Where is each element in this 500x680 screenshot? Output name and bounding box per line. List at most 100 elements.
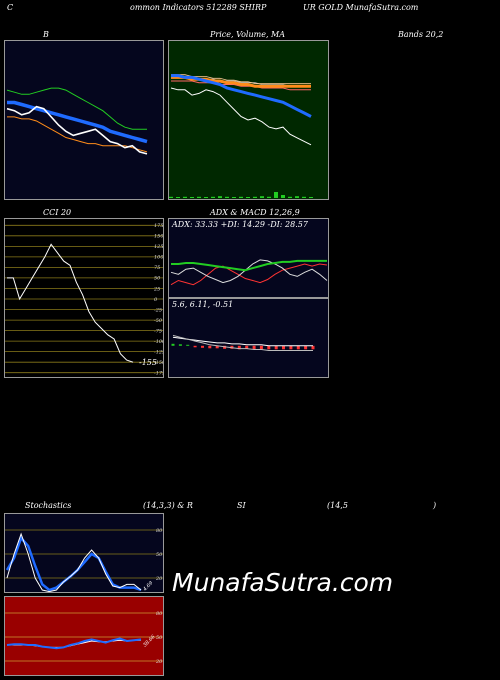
macd-histogram-bar [311, 345, 315, 350]
rsi-params-close: ) [433, 501, 437, 510]
upper-band-line [6, 87, 147, 130]
volume-bar [288, 196, 292, 198]
macd-histogram-bar [171, 343, 175, 346]
macd-histogram-bar [296, 345, 300, 350]
volume-bar [190, 197, 194, 198]
stochastics-panel: 80 50 20 4.69 [4, 513, 164, 593]
volume-bar [232, 197, 236, 198]
adx-chart [170, 259, 328, 286]
macd-histogram-bar [267, 345, 271, 350]
cci-tick-label: 50 [154, 276, 161, 282]
macd-histogram-bar [282, 345, 285, 350]
macd-readout: 5.6, 6.11, -0.51 [172, 300, 234, 309]
rsi-panel: 80 50 20 38.66 [4, 596, 164, 676]
bands-title: Bands 20,2 [398, 30, 444, 39]
volume-bar [218, 196, 222, 198]
rsi-tick-label: 50 [156, 635, 163, 641]
volume-bar [169, 196, 173, 198]
adx-line [171, 259, 327, 272]
cci-line [7, 243, 134, 363]
macd-histogram-bar [304, 345, 308, 350]
price-line [6, 105, 148, 155]
macd-histogram-bar [215, 345, 219, 349]
volume-bar [246, 197, 250, 198]
adx-panel: ADX: 33.33 +DI: 14.29 -DI: 28.57 [168, 218, 329, 298]
chart-header-left: C [7, 3, 14, 12]
macd-histogram-bar [274, 345, 278, 350]
cci-title: CCI 20 [43, 208, 72, 217]
cci-tick-label: 0 [154, 297, 158, 303]
macd-histogram-bar [245, 345, 249, 349]
price-ma-chart [169, 74, 313, 198]
stoch-last-value: 4.69 [141, 580, 154, 593]
cci-chart: 175 150 125 100 75 50 25 0 -25 -50 -75 -100 -125 -150… [5, 223, 164, 377]
adx-readout: ADX: 33.33 +DI: 14.29 -DI: 28.57 [172, 220, 308, 229]
macd-histogram-bar [201, 345, 204, 348]
middle-band-line [7, 100, 148, 144]
cci-tick-label: 175 [154, 223, 164, 229]
cci-last-value: -155 [139, 358, 157, 367]
macd-line [172, 334, 313, 351]
stoch-k-line [6, 532, 142, 592]
cci-tick-label: -175 [154, 371, 164, 377]
price-ma-title: Price, Volume, MA [210, 30, 286, 39]
volume-bar [239, 196, 243, 198]
volume-bar [183, 196, 187, 198]
cci-tick-label: -100 [154, 339, 164, 345]
stoch-tick-label: 80 [156, 528, 163, 534]
stochastics-chart: 80 50 204.69 [5, 528, 163, 593]
bollinger-panel [4, 40, 164, 200]
ma-fast-line [171, 74, 312, 118]
chart-header-right: UR GOLD MunafaSutra.com [303, 3, 419, 12]
cci-tick-label: 100 [154, 255, 164, 261]
macd-histogram-bar [252, 345, 256, 350]
rsi-tick-label: 20 [155, 659, 163, 665]
stochastics-params: (14,3,3) & R [143, 501, 193, 510]
macd-histogram-bar [186, 344, 190, 346]
rsi-title: SI [237, 501, 246, 510]
volume-bar [197, 196, 201, 198]
macd-histogram-bar [208, 345, 212, 349]
rsi-tick-label: 80 [156, 611, 163, 617]
volume-bar [211, 196, 215, 198]
lower-band-line [7, 116, 148, 153]
volume-bar [309, 197, 313, 198]
watermark: MunafaSutra.com [172, 568, 394, 597]
chart-header-middle: ommon Indicators 512289 SHIRP [130, 3, 267, 12]
rsi-last-value: 38.66 [142, 633, 157, 648]
rsi-params: (14,5 [327, 501, 348, 510]
bollinger-chart [6, 87, 148, 155]
price-ma-panel [168, 40, 329, 200]
plus-di-line [170, 259, 328, 284]
stoch-tick-label: 20 [155, 576, 163, 582]
cci-tick-label: -50 [154, 318, 163, 324]
macd-histogram-bar [237, 345, 241, 350]
cci-tick-label: 75 [154, 265, 160, 271]
volume-bar [253, 196, 257, 198]
volume-bar [274, 192, 278, 198]
macd-histogram-bar [289, 345, 293, 350]
macd-histogram-bar [259, 345, 263, 350]
volume-bar [260, 196, 264, 198]
macd-histogram-bar [193, 345, 197, 348]
volume-bar [225, 196, 229, 198]
volume-bar [302, 196, 306, 198]
macd-histogram-bar [178, 344, 182, 346]
macd-panel: 5.6, 6.11, -0.51 [168, 298, 329, 378]
cci-tick-label: 125 [154, 244, 164, 250]
cci-tick-label: -25 [154, 307, 162, 313]
macd-chart [171, 334, 315, 351]
macd-signal-line [172, 336, 313, 347]
rsi-chart: 80 50 20 38.66 [5, 611, 163, 665]
volume-bar [267, 196, 271, 198]
stoch-d-line [5, 535, 142, 592]
minus-di-line [170, 263, 328, 286]
volume-bar [295, 196, 299, 198]
stoch-tick-label: 50 [156, 552, 163, 558]
cci-tick-label: 150 [154, 234, 164, 240]
rsi-line [6, 637, 142, 650]
cci-panel: 175 150 125 100 75 50 25 0 -25 -50 -75 -100 -125 -150… [4, 218, 164, 378]
volume-bar [204, 197, 208, 198]
bollinger-title: B [43, 30, 49, 39]
cci-tick-label: -75 [154, 328, 162, 334]
